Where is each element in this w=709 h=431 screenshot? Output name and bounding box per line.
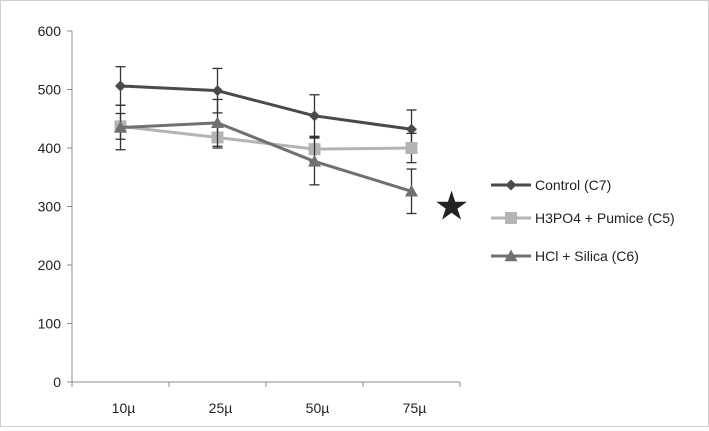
data-point-3: [308, 154, 321, 167]
legend-marker-2: [505, 212, 517, 224]
data-point-1: [115, 80, 126, 92]
data-point-3: [405, 184, 418, 197]
x-tick-label: 50µ: [306, 400, 330, 416]
y-tick-label: 100: [38, 316, 62, 332]
legend-label-2: H3PO4 + Pumice (C5): [535, 210, 675, 226]
data-point-3: [114, 121, 127, 133]
y-tick-label: 600: [38, 23, 62, 39]
y-tick-label: 0: [53, 374, 61, 390]
y-tick-label: 200: [38, 257, 62, 273]
legend-label-3: HCl + Silica (C6): [535, 248, 639, 264]
y-tick-label: 400: [38, 140, 62, 156]
y-tick-label: 300: [38, 199, 62, 215]
data-point-2: [405, 142, 418, 154]
significance-star-icon: ★: [434, 185, 470, 229]
x-tick-label: 75µ: [403, 400, 427, 416]
series-line-1: [120, 84, 412, 131]
data-point-3: [211, 116, 224, 129]
y-tick-label: 500: [38, 82, 62, 98]
legend-label-1: Control (C7): [535, 177, 611, 193]
data-point-1: [406, 123, 417, 135]
series-line-2: [120, 124, 412, 151]
data-point-1: [309, 110, 320, 122]
legend-marker-1: [505, 179, 517, 191]
legend-marker-3: [504, 249, 518, 262]
x-tick-label: 10µ: [112, 400, 136, 416]
series-line-3: [120, 121, 412, 193]
data-point-1: [212, 85, 223, 97]
x-tick-label: 25µ: [209, 400, 233, 416]
